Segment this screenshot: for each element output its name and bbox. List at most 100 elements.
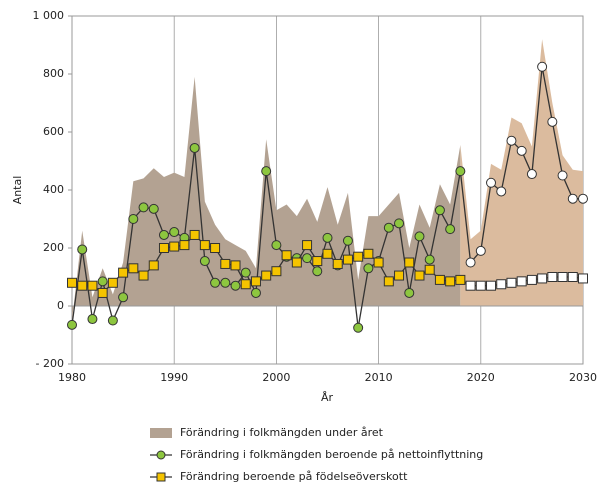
point: [394, 218, 405, 229]
point: [302, 253, 313, 264]
y-tick-label: - 200: [36, 357, 64, 370]
point: [189, 142, 200, 153]
point: [394, 270, 405, 281]
point: [158, 229, 169, 240]
point: [414, 231, 425, 242]
point: [169, 241, 180, 252]
point: [516, 145, 527, 156]
x-tick-label: 2000: [262, 371, 290, 384]
point: [486, 177, 497, 188]
area: [72, 76, 461, 321]
legend-label: Förändring i folkmängden under året: [180, 426, 384, 439]
point: [557, 170, 568, 181]
point: [302, 240, 313, 251]
point: [404, 257, 415, 268]
point: [496, 186, 507, 197]
point: [424, 264, 435, 275]
point: [465, 280, 476, 291]
point: [312, 266, 323, 277]
point: [281, 250, 292, 261]
point: [434, 274, 445, 285]
point: [363, 248, 374, 259]
point: [353, 251, 364, 262]
y-axis-label: Antal: [11, 176, 24, 205]
point: [169, 227, 180, 238]
point: [97, 287, 108, 298]
point: [230, 260, 241, 271]
point: [107, 315, 118, 326]
point: [77, 280, 88, 291]
point: [578, 193, 588, 204]
legend-label: Förändring beroende på födelseöverskott: [180, 470, 408, 483]
y-tick-label: 200: [43, 241, 64, 254]
point: [455, 166, 466, 177]
point: [506, 135, 517, 146]
point: [383, 222, 394, 233]
point: [261, 270, 272, 281]
point: [210, 277, 221, 288]
point: [547, 272, 558, 282]
point: [97, 276, 108, 287]
point: [537, 61, 548, 72]
point: [179, 240, 190, 251]
point: [148, 203, 159, 214]
point: [567, 193, 578, 204]
point: [138, 270, 149, 281]
point: [526, 169, 537, 180]
point: [77, 244, 88, 255]
legend-marker: [156, 450, 166, 460]
point: [434, 205, 445, 216]
x-axis-label: År: [321, 391, 334, 404]
point: [158, 243, 169, 253]
point: [353, 322, 364, 333]
point: [250, 287, 261, 298]
point: [138, 202, 149, 213]
point: [240, 279, 251, 290]
point: [322, 248, 333, 259]
point: [250, 276, 261, 287]
y-tick-label: 1 000: [33, 9, 65, 22]
point: [332, 258, 343, 269]
point: [383, 276, 394, 287]
x-tick-label: 2030: [569, 371, 597, 384]
point: [67, 277, 77, 288]
point: [118, 267, 129, 278]
legend-marker: [156, 472, 166, 482]
point: [342, 254, 353, 265]
point: [118, 292, 129, 303]
point: [445, 276, 456, 287]
point: [199, 256, 210, 267]
point: [271, 266, 282, 277]
point: [445, 224, 456, 235]
y-tick-label: 600: [43, 125, 64, 138]
area: [460, 39, 583, 306]
point: [475, 245, 486, 256]
point: [475, 280, 486, 291]
point: [567, 272, 578, 282]
point: [220, 258, 231, 269]
point: [220, 277, 231, 288]
point: [578, 273, 588, 284]
point: [291, 257, 302, 268]
point: [557, 272, 568, 282]
point: [240, 267, 251, 278]
point: [342, 235, 353, 246]
point: [87, 280, 98, 291]
point: [128, 214, 139, 224]
point: [322, 232, 333, 243]
legend-swatch: [150, 428, 172, 438]
point: [271, 240, 282, 251]
point: [414, 270, 425, 281]
point: [189, 229, 200, 240]
y-tick-label: 800: [43, 67, 64, 80]
point: [261, 166, 272, 177]
point: [516, 276, 527, 287]
point: [230, 280, 241, 291]
point: [128, 263, 139, 274]
point: [363, 263, 374, 274]
point: [465, 257, 476, 268]
point: [424, 254, 435, 265]
point: [455, 274, 466, 285]
x-tick-label: 2010: [365, 371, 393, 384]
